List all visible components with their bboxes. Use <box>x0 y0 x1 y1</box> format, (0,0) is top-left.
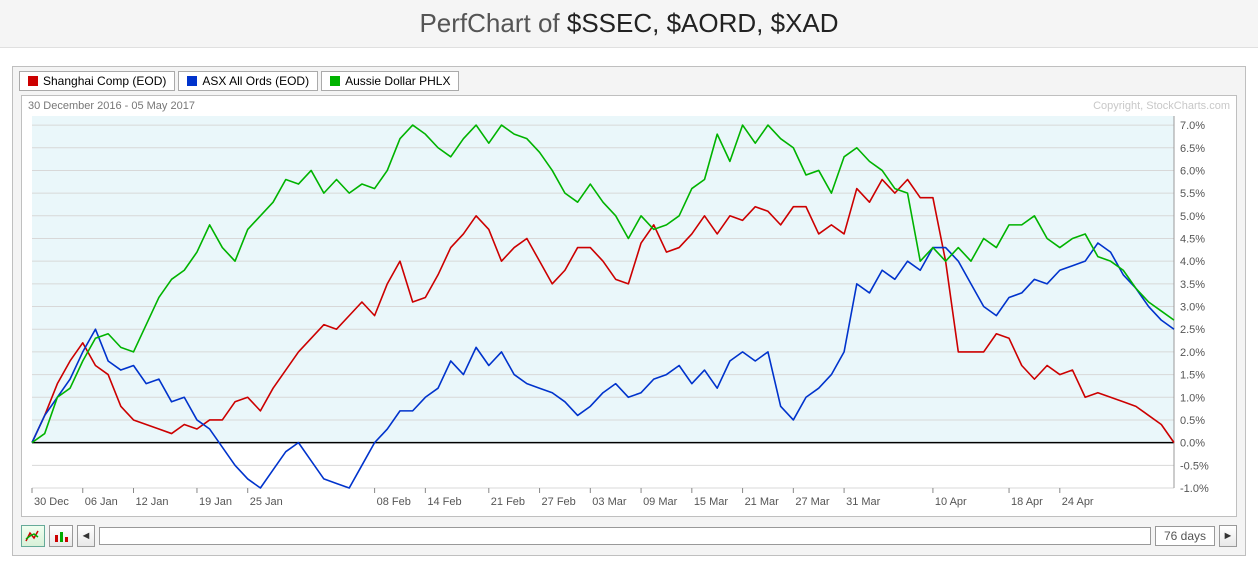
svg-text:7.0%: 7.0% <box>1180 120 1205 132</box>
legend-item-aord[interactable]: ASX All Ords (EOD) <box>178 71 318 91</box>
svg-text:06 Jan: 06 Jan <box>85 496 118 508</box>
svg-text:1.5%: 1.5% <box>1180 370 1205 382</box>
legend-swatch-icon <box>28 76 38 86</box>
toolbar: ◄ 76 days ► <box>13 521 1245 555</box>
date-range-label: 30 December 2016 - 05 May 2017 <box>28 100 195 112</box>
legend-swatch-icon <box>187 76 197 86</box>
chart-title: PerfChart of $SSEC, $AORD, $XAD <box>0 0 1258 48</box>
svg-text:27 Feb: 27 Feb <box>542 496 576 508</box>
svg-text:21 Feb: 21 Feb <box>491 496 525 508</box>
svg-text:25 Jan: 25 Jan <box>250 496 283 508</box>
legend-item-xad[interactable]: Aussie Dollar PHLX <box>321 71 459 91</box>
svg-text:0.5%: 0.5% <box>1180 415 1205 427</box>
copyright-label: Copyright, StockCharts.com <box>1093 100 1230 112</box>
svg-text:03 Mar: 03 Mar <box>592 496 627 508</box>
legend-label: Shanghai Comp (EOD) <box>43 74 166 88</box>
line-mode-button[interactable] <box>21 525 45 547</box>
scroll-right-button[interactable]: ► <box>1219 525 1237 547</box>
bar-mode-button[interactable] <box>49 525 73 547</box>
svg-text:19 Jan: 19 Jan <box>199 496 232 508</box>
svg-text:4.0%: 4.0% <box>1180 256 1205 268</box>
svg-text:6.5%: 6.5% <box>1180 143 1205 155</box>
scroll-left-button[interactable]: ◄ <box>77 525 95 547</box>
svg-text:2.5%: 2.5% <box>1180 324 1205 336</box>
svg-text:14 Feb: 14 Feb <box>427 496 461 508</box>
time-slider[interactable] <box>99 527 1151 545</box>
title-prefix: PerfChart of <box>419 8 566 38</box>
days-display: 76 days <box>1155 526 1215 546</box>
svg-text:3.5%: 3.5% <box>1180 279 1205 291</box>
svg-text:18 Apr: 18 Apr <box>1011 496 1043 508</box>
legend-item-ssec[interactable]: Shanghai Comp (EOD) <box>19 71 175 91</box>
svg-text:30 Dec: 30 Dec <box>34 496 69 508</box>
svg-text:5.0%: 5.0% <box>1180 211 1205 223</box>
svg-text:0.0%: 0.0% <box>1180 438 1205 450</box>
svg-text:09 Mar: 09 Mar <box>643 496 678 508</box>
chart-panel: Shanghai Comp (EOD) ASX All Ords (EOD) A… <box>12 66 1246 556</box>
svg-text:-0.5%: -0.5% <box>1180 460 1209 472</box>
svg-text:27 Mar: 27 Mar <box>795 496 830 508</box>
svg-text:24 Apr: 24 Apr <box>1062 496 1094 508</box>
legend: Shanghai Comp (EOD) ASX All Ords (EOD) A… <box>13 67 1245 93</box>
legend-label: ASX All Ords (EOD) <box>202 74 309 88</box>
legend-label: Aussie Dollar PHLX <box>345 74 450 88</box>
svg-text:-1.0%: -1.0% <box>1180 483 1209 495</box>
svg-text:4.5%: 4.5% <box>1180 233 1205 245</box>
svg-text:12 Jan: 12 Jan <box>136 496 169 508</box>
perf-chart: -1.0% -0.5% 0.0% 0.5% 1.0% 1.5% 2.0% 2.5% 3.0% 3.… <box>22 96 1232 516</box>
svg-text:3.0%: 3.0% <box>1180 302 1205 314</box>
svg-text:2.0%: 2.0% <box>1180 347 1205 359</box>
title-tickers: $SSEC, $AORD, $XAD <box>567 8 839 38</box>
svg-text:5.5%: 5.5% <box>1180 188 1205 200</box>
svg-text:08 Feb: 08 Feb <box>377 496 411 508</box>
svg-text:15 Mar: 15 Mar <box>694 496 729 508</box>
svg-text:10 Apr: 10 Apr <box>935 496 967 508</box>
svg-text:1.0%: 1.0% <box>1180 392 1205 404</box>
svg-text:31 Mar: 31 Mar <box>846 496 881 508</box>
svg-text:21 Mar: 21 Mar <box>745 496 780 508</box>
legend-swatch-icon <box>330 76 340 86</box>
svg-text:6.0%: 6.0% <box>1180 165 1205 177</box>
plot-area: 30 December 2016 - 05 May 2017 Copyright… <box>21 95 1237 517</box>
